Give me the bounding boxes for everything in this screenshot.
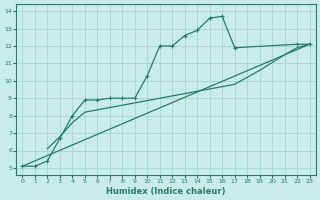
X-axis label: Humidex (Indice chaleur): Humidex (Indice chaleur): [106, 187, 226, 196]
